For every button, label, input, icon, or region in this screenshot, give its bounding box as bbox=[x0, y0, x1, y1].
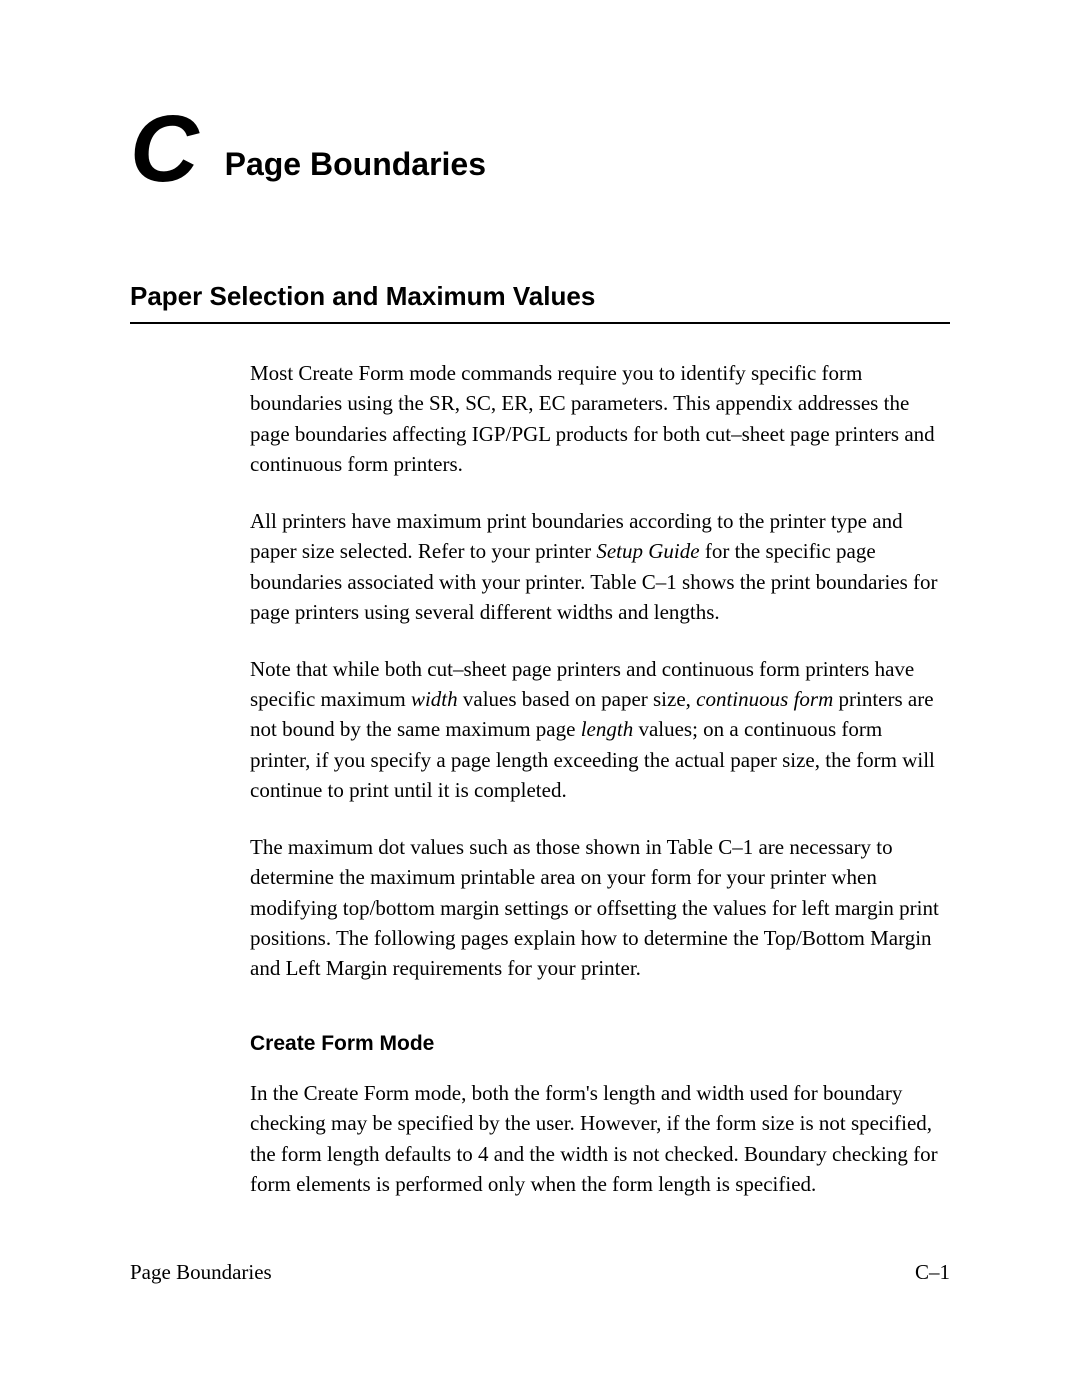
footer-right: C–1 bbox=[915, 1260, 950, 1285]
subsection-paragraph-1: In the Create Form mode, both the form's… bbox=[250, 1078, 940, 1200]
chapter-title: Page Boundaries bbox=[225, 146, 486, 183]
p3-text-b: values based on paper size, bbox=[458, 687, 697, 711]
p3-italic-width: width bbox=[411, 687, 458, 711]
p3-italic-length: length bbox=[581, 717, 634, 741]
p2-italic-setup-guide: Setup Guide bbox=[596, 539, 699, 563]
paragraph-2: All printers have maximum print boundari… bbox=[250, 506, 940, 628]
subsection-heading: Create Form Mode bbox=[250, 1032, 940, 1056]
paragraph-3: Note that while both cut–sheet page prin… bbox=[250, 654, 940, 806]
page-footer: Page Boundaries C–1 bbox=[130, 1260, 950, 1285]
paragraph-1: Most Create Form mode commands require y… bbox=[250, 358, 940, 480]
section-body: Most Create Form mode commands require y… bbox=[250, 358, 940, 1200]
paragraph-4: The maximum dot values such as those sho… bbox=[250, 832, 940, 984]
section-heading: Paper Selection and Maximum Values bbox=[130, 281, 950, 324]
document-page: C Page Boundaries Paper Selection and Max… bbox=[0, 0, 1080, 1397]
chapter-header: C Page Boundaries bbox=[130, 102, 950, 197]
p3-italic-continuous-form: continuous form bbox=[696, 687, 833, 711]
footer-left: Page Boundaries bbox=[130, 1260, 272, 1285]
chapter-letter: C bbox=[130, 102, 197, 197]
